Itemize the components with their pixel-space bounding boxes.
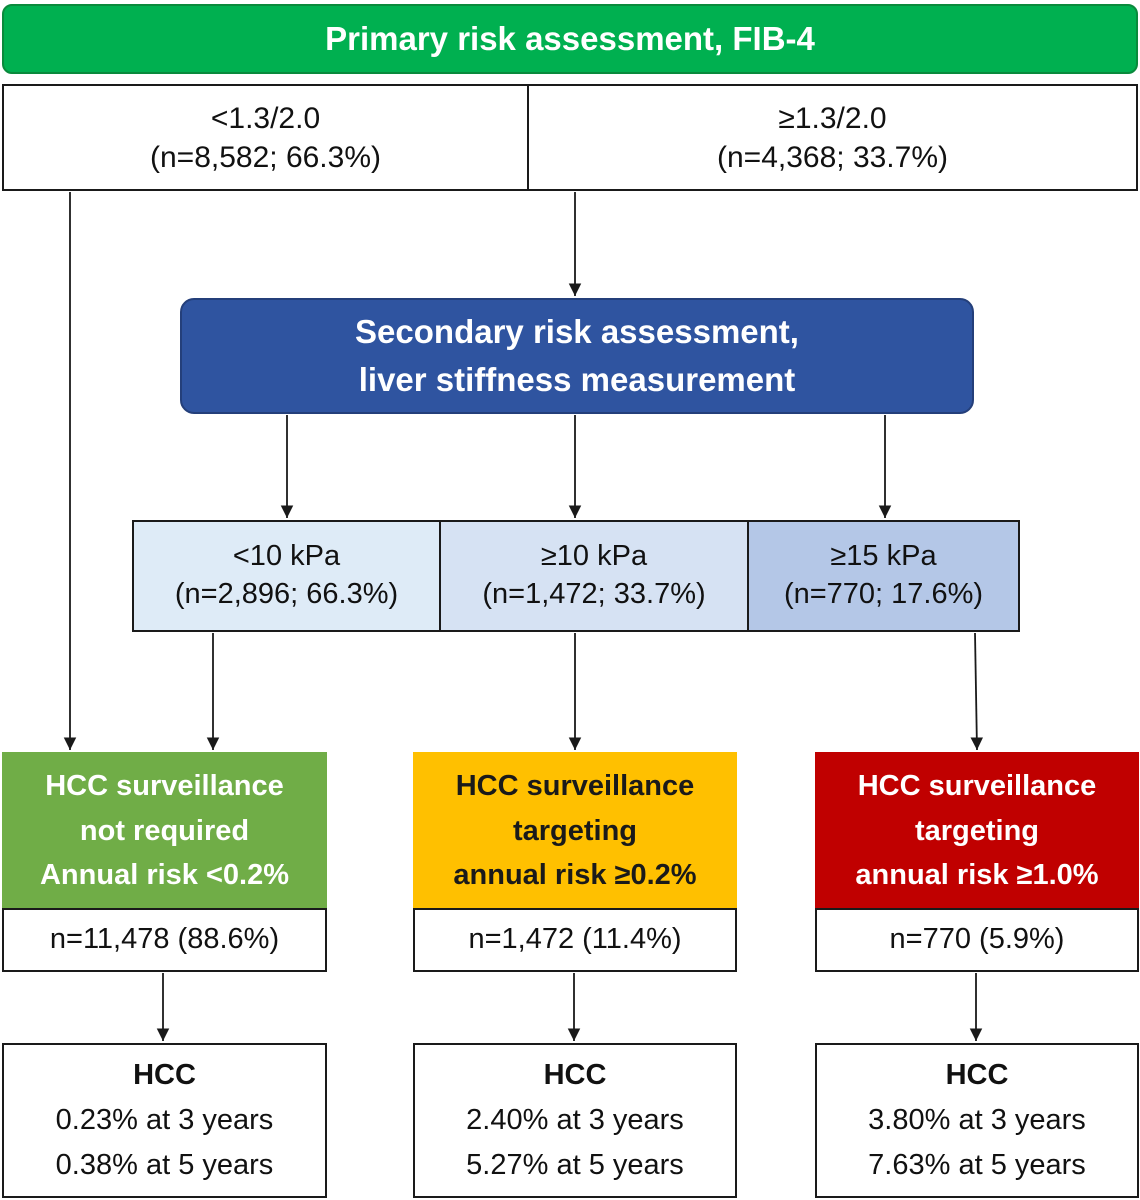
lsm-lt10-box: <10 kPa (n=2,896; 66.3%) [132, 520, 441, 632]
surveillance-targeting-10-box: HCC surveillance targeting annual risk ≥… [815, 752, 1139, 910]
hcc-outcome-targeting-10-box: HCC 3.80% at 3 years 7.63% at 5 years [815, 1043, 1139, 1198]
hcc-outcome-title: HCC [133, 1059, 196, 1092]
count-targeting-10: n=770 (5.9%) [889, 923, 1065, 956]
fib4-low-threshold: <1.3/2.0 [210, 101, 321, 135]
hcc-5-year-rate: 0.38% at 5 years [55, 1148, 274, 1181]
surveillance-line2: targeting [914, 814, 1040, 847]
count-not-required: n=11,478 (88.6%) [49, 923, 280, 956]
fib4-low-count: (n=8,582; 66.3%) [150, 140, 381, 174]
fib4-high-box: ≥1.3/2.0 (n=4,368; 33.7%) [527, 84, 1138, 191]
surveillance-line3: annual risk ≥1.0% [855, 859, 1099, 892]
surveillance-line1: HCC surveillance [857, 769, 1097, 802]
secondary-risk-assessment-box: Secondary risk assessment, liver stiffne… [180, 298, 974, 414]
count-targeting-02: n=1,472 (11.4%) [468, 923, 682, 956]
secondary-title-line2: liver stiffness measurement [358, 361, 796, 398]
lsm-lt10-count: (n=2,896; 66.3%) [174, 578, 399, 610]
hcc-outcome-targeting-02-box: HCC 2.40% at 3 years 5.27% at 5 years [413, 1043, 737, 1198]
hcc-outcome-title: HCC [543, 1059, 607, 1092]
surveillance-line1: HCC surveillance [455, 769, 695, 802]
surveillance-targeting-02-box: HCC surveillance targeting annual risk ≥… [413, 752, 737, 910]
hcc-outcome-not-required-box: HCC 0.23% at 3 years 0.38% at 5 years [2, 1043, 327, 1198]
lsm-lt10-threshold: <10 kPa [232, 540, 341, 573]
lsm-ge10-count: (n=1,472; 33.7%) [482, 578, 706, 610]
hcc-3-year-rate: 2.40% at 3 years [466, 1104, 684, 1137]
fib4-low-box: <1.3/2.0 (n=8,582; 66.3%) [2, 84, 529, 191]
hcc-3-year-rate: 3.80% at 3 years [868, 1104, 1086, 1137]
surveillance-line2: not required [79, 814, 250, 847]
arrow-ge15-to-targeting-10 [970, 632, 984, 751]
count-not-required-box: n=11,478 (88.6%) [2, 908, 327, 972]
hcc-5-year-rate: 5.27% at 5 years [466, 1148, 684, 1181]
lsm-ge15-threshold: ≥15 kPa [830, 540, 937, 573]
surveillance-line1: HCC surveillance [45, 769, 284, 802]
lsm-ge15-count: (n=770; 17.6%) [783, 578, 984, 610]
surveillance-line2: targeting [512, 814, 638, 847]
secondary-title-line1: Secondary risk assessment, [355, 313, 799, 351]
lsm-ge10-threshold: ≥10 kPa [540, 540, 648, 573]
fib4-high-count: (n=4,368; 33.7%) [717, 140, 948, 174]
count-targeting-02-box: n=1,472 (11.4%) [413, 908, 737, 972]
primary-risk-assessment-header: Primary risk assessment, FIB-4 [2, 4, 1138, 74]
lsm-ge10-box: ≥10 kPa (n=1,472; 33.7%) [439, 520, 749, 632]
surveillance-line3: annual risk ≥0.2% [453, 859, 697, 892]
surveillance-line3: Annual risk <0.2% [39, 859, 290, 892]
count-targeting-10-box: n=770 (5.9%) [815, 908, 1139, 972]
lsm-ge15-box: ≥15 kPa (n=770; 17.6%) [747, 520, 1020, 632]
hcc-outcome-title: HCC [945, 1059, 1009, 1092]
hcc-5-year-rate: 7.63% at 5 years [868, 1148, 1086, 1181]
fib4-high-threshold: ≥1.3/2.0 [778, 101, 887, 135]
primary-title: Primary risk assessment, FIB-4 [325, 19, 815, 57]
hcc-3-year-rate: 0.23% at 3 years [55, 1104, 274, 1137]
surveillance-not-required-box: HCC surveillance not required Annual ris… [2, 752, 327, 910]
